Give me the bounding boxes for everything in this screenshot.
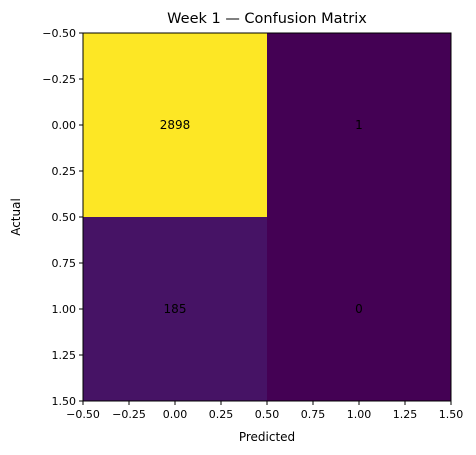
x-tick-label: 1.25 — [393, 408, 418, 421]
heatmap-cell — [267, 217, 451, 401]
y-tick-label: 1.25 — [52, 349, 77, 362]
x-axis-ticks: −0.50 −0.25 0.00 0.25 0.50 0.75 1.00 1.25 1.50 — [66, 401, 463, 421]
heatmap-cells — [83, 33, 451, 401]
x-tick-label: 0.75 — [301, 408, 326, 421]
cell-value-label: 1 — [355, 118, 363, 132]
x-tick-label: −0.25 — [112, 408, 146, 421]
x-axis-label: Predicted — [239, 430, 295, 444]
cell-value-label: 185 — [164, 302, 187, 316]
x-tick-label: 1.50 — [439, 408, 464, 421]
heatmap-cell-labels: 2898 1 185 0 — [160, 118, 363, 316]
y-tick-label: 1.50 — [52, 395, 77, 408]
x-tick-label: 0.25 — [209, 408, 234, 421]
heatmap-cell — [83, 217, 267, 401]
heatmap-cell — [267, 33, 451, 217]
y-tick-label: 0.75 — [52, 257, 77, 270]
x-tick-label: 1.00 — [347, 408, 372, 421]
y-tick-label: 1.00 — [52, 303, 77, 316]
y-axis-ticks: −0.50 −0.25 0.00 0.25 0.50 0.75 1.00 1.25 1.50 — [42, 27, 83, 408]
y-axis-label: Actual — [9, 198, 23, 236]
cell-value-label: 0 — [355, 302, 363, 316]
y-tick-label: −0.25 — [42, 73, 76, 86]
x-tick-label: 0.00 — [163, 408, 188, 421]
cell-value-label: 2898 — [160, 118, 191, 132]
y-tick-label: 0.25 — [52, 165, 77, 178]
x-tick-label: −0.50 — [66, 408, 100, 421]
x-tick-label: 0.50 — [255, 408, 280, 421]
heatmap-cell — [83, 33, 267, 217]
y-tick-label: −0.50 — [42, 27, 76, 40]
y-tick-label: 0.00 — [52, 119, 77, 132]
y-tick-label: 0.50 — [52, 211, 77, 224]
chart-title: Week 1 — Confusion Matrix — [167, 11, 367, 27]
